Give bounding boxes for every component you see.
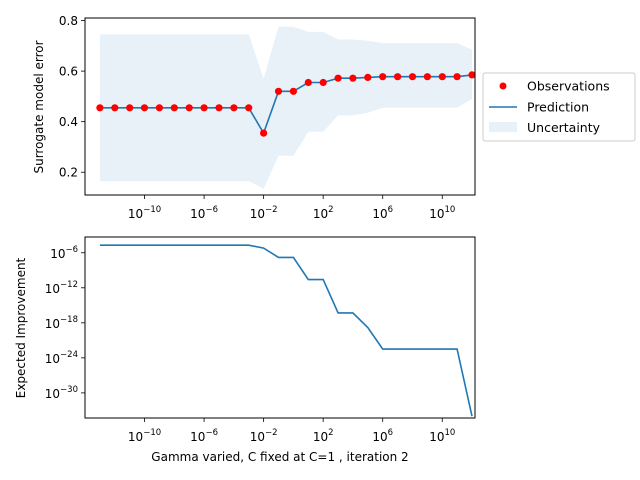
legend-uncertainty-patch [489,122,517,132]
bottom-panel: 10−10 10−6 10−2 102 106 1010 10−610−1210−1810… [14,236,476,464]
expected-improvement-line [99,244,473,417]
y-tick-label: 10−18 [45,315,78,331]
bottom-x-ticks: 10−10 10−6 10−2 102 106 1010 [128,418,455,444]
legend-uncertainty-label: Uncertainty [527,120,601,135]
observation-point [394,73,402,81]
observation-point [289,87,297,95]
observation-point [423,73,431,81]
observation-point [126,104,134,112]
legend-frame [482,72,636,142]
y-tick-label: 0.6 [59,65,78,79]
x-tick-label: 106 [372,205,393,221]
y-tick-label: 0.8 [59,14,78,28]
observation-point [260,129,268,137]
x-tick-label: 10−6 [190,428,218,444]
x-tick-label: 10−2 [250,205,278,221]
top-y-ticks: 0.2 0.4 0.6 0.8 [59,14,85,180]
observation-point [319,78,327,87]
observation-point [230,104,238,112]
bottom-axes-frame [84,236,476,419]
uncertainty-band [99,26,473,189]
top-axes-frame [84,17,476,196]
x-tick-label: 102 [313,428,334,444]
observation-point [379,73,387,81]
y-tick-label: 10−24 [45,350,78,366]
top-y-axis-label: Surrogate model error [32,40,46,173]
legend-prediction-label: Prediction [527,100,589,115]
x-tick-label: 10−10 [128,205,161,221]
top-panel: 10−10 10−6 10−2 102 106 1010 0.2 0.4 0.6 0.8 Sur… [32,14,476,221]
y-tick-label: 10−6 [50,245,78,261]
y-tick-label: 10−12 [45,280,78,296]
x-tick-label: 10−2 [250,428,278,444]
expected-improvement-line-layer [99,244,473,417]
x-tick-label: 10−10 [128,428,161,444]
x-axis-label: Gamma varied, C fixed at C=1 , iteration… [151,450,408,464]
observation-point [111,104,119,112]
observation-point [185,104,193,112]
top-x-ticks: 10−10 10−6 10−2 102 106 1010 [128,195,455,221]
y-tick-label: 10−30 [45,385,78,401]
legend-observations-marker [499,82,507,90]
observation-point [468,71,476,79]
x-tick-label: 106 [372,428,393,444]
x-tick-label: 10−6 [190,205,218,221]
observation-point [140,104,149,112]
observation-point [245,104,253,112]
legend: Observations Prediction Uncertainty [482,72,636,142]
observation-point [215,104,223,112]
x-tick-label: 1010 [429,205,455,221]
legend-observations-label: Observations [527,79,610,94]
bottom-y-ticks: 10−6 10−12 10−18 10−24 10−30 [45,245,85,401]
y-tick-label: 0.2 [59,166,78,180]
observation-point [200,104,208,112]
uncertainty-band-layer [99,26,473,189]
observation-point [453,73,461,81]
x-tick-label: 102 [313,205,334,221]
x-tick-label: 1010 [429,428,455,444]
observation-points-layer [96,71,476,137]
observation-point [334,74,342,82]
observation-point [364,73,372,81]
observation-point [408,73,417,81]
observation-point [304,78,312,87]
observation-point [170,104,178,112]
observation-point [438,73,446,81]
observation-point [349,74,357,82]
observation-point [274,87,283,95]
y-tick-label: 0.4 [59,115,78,129]
observation-point [155,104,163,112]
observation-point [96,104,104,112]
bottom-y-axis-label: Expected Improvement [14,257,28,398]
